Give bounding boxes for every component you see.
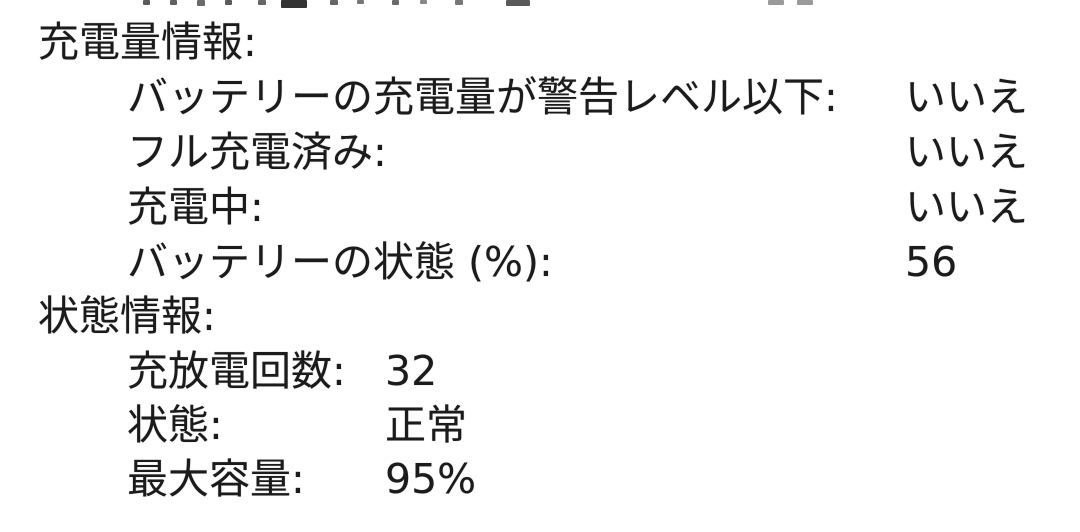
row-cycle-count: 充放電回数: 32: [0, 351, 1080, 401]
glyph-fragment: [258, 0, 266, 5]
value-state-of-charge: 56: [905, 238, 958, 286]
glyph-fragment: [420, 0, 427, 4]
section-charge-info: 充電量情報:: [0, 22, 1080, 72]
glyph-fragment: [506, 0, 530, 6]
section-title-charge-info: 充電量情報:: [38, 18, 257, 66]
glyph-fragment: [197, 0, 205, 6]
label-maximum-capacity: 最大容量:: [127, 455, 305, 503]
value-cycle-count: 32: [385, 347, 438, 395]
glyph-fragment: [357, 0, 364, 4]
label-fully-charged: フル充電済み:: [127, 128, 387, 176]
row-fully-charged: フル充電済み: いいえ: [0, 132, 1080, 182]
section-health-info: 状態情報:: [0, 296, 1080, 346]
row-maximum-capacity: 最大容量: 95%: [0, 459, 1080, 509]
value-fully-charged: いいえ: [905, 128, 1028, 176]
glyph-fragment: [797, 0, 813, 5]
row-state-of-charge: バッテリーの状態 (%): 56: [0, 242, 1080, 292]
value-maximum-capacity: 95%: [385, 455, 477, 503]
label-state-of-charge: バッテリーの状態 (%):: [127, 238, 553, 286]
row-condition: 状態: 正常: [0, 405, 1080, 455]
glyph-fragment: [143, 0, 150, 5]
glyph-fragment: [392, 0, 399, 5]
glyph-fragment: [225, 0, 232, 5]
glyph-fragment: [281, 0, 307, 8]
label-charging: 充電中:: [127, 183, 264, 231]
clipped-text-line: [0, 0, 1080, 10]
glyph-fragment: [768, 0, 784, 5]
value-warning-level: いいえ: [905, 73, 1028, 121]
glyph-fragment: [330, 0, 338, 5]
label-warning-level: バッテリーの充電量が警告レベル以下:: [127, 73, 838, 121]
row-warning-level: バッテリーの充電量が警告レベル以下: いいえ: [0, 77, 1080, 127]
section-title-health-info: 状態情報:: [38, 292, 216, 340]
glyph-fragment: [170, 0, 177, 5]
label-condition: 状態:: [127, 401, 223, 449]
glyph-fragment: [455, 0, 463, 5]
value-charging: いいえ: [905, 183, 1028, 231]
label-cycle-count: 充放電回数:: [127, 347, 346, 395]
value-condition: 正常: [385, 401, 467, 449]
row-charging: 充電中: いいえ: [0, 187, 1080, 237]
